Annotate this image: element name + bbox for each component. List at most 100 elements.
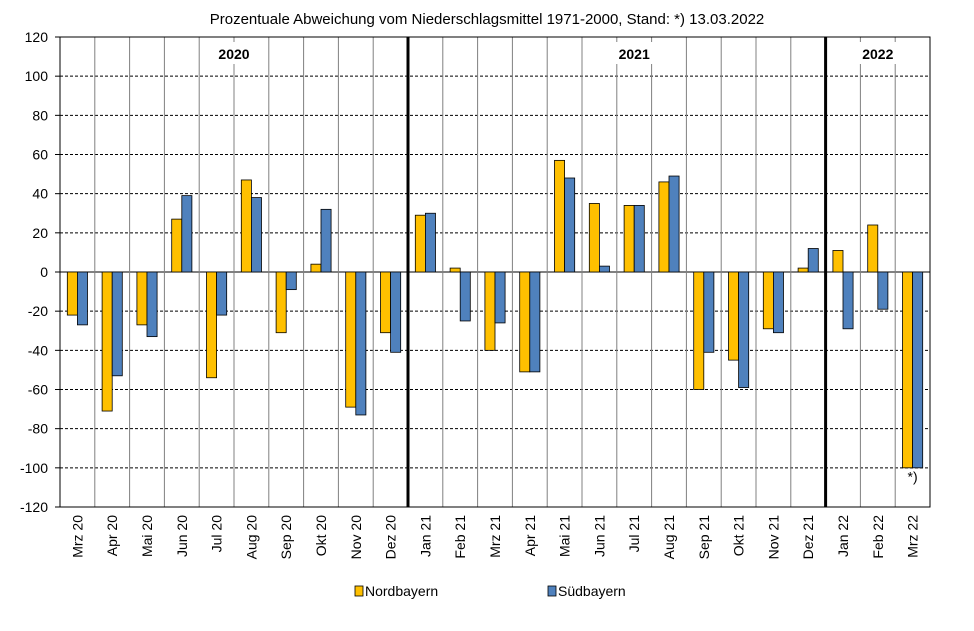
grid-lines bbox=[60, 37, 930, 507]
bar-suedbayern bbox=[703, 271, 715, 353]
bar-nordbayern bbox=[414, 214, 426, 273]
bar-nordbayern bbox=[240, 179, 252, 273]
bar-suedbayern bbox=[216, 271, 228, 316]
bar-nordbayern bbox=[484, 271, 496, 351]
x-tick-label: Jun 21 bbox=[591, 515, 607, 557]
annotations: *) bbox=[908, 469, 918, 485]
x-tick-label: Jan 21 bbox=[417, 515, 433, 557]
x-tick-label: Aug 21 bbox=[661, 515, 677, 560]
legend-label: Nordbayern bbox=[365, 583, 438, 599]
bar-nordbayern bbox=[623, 205, 635, 273]
bar-suedbayern bbox=[320, 208, 332, 273]
x-tick-label: Jul 20 bbox=[209, 515, 225, 553]
bar-nordbayern bbox=[380, 271, 391, 334]
bar-suedbayern bbox=[912, 271, 924, 469]
bar-suedbayern bbox=[390, 271, 402, 353]
bar-suedbayern bbox=[285, 271, 297, 291]
bar-suedbayern bbox=[424, 212, 436, 273]
bar-nordbayern bbox=[519, 271, 531, 373]
x-tick-label: Sep 20 bbox=[278, 515, 294, 560]
plot-frame bbox=[59, 36, 931, 508]
bar-nordbayern bbox=[310, 263, 322, 273]
bar-nordbayern bbox=[588, 203, 600, 273]
bar-suedbayern bbox=[459, 271, 471, 322]
x-tick-label: Mai 21 bbox=[557, 515, 573, 557]
x-tick-label: Dez 21 bbox=[800, 515, 816, 560]
x-tick-label: Mrz 20 bbox=[69, 515, 85, 558]
year-label: 2021 bbox=[619, 46, 650, 62]
y-tick-label: 100 bbox=[25, 68, 49, 84]
bar-nordbayern bbox=[832, 250, 844, 273]
bar-nordbayern bbox=[554, 159, 565, 273]
bar-suedbayern bbox=[599, 265, 610, 273]
x-tick-label: Dez 20 bbox=[383, 515, 399, 560]
year-label-bg bbox=[853, 42, 902, 64]
legend-label: Südbayern bbox=[558, 583, 626, 599]
x-tick-label: Mai 20 bbox=[139, 515, 155, 557]
y-tick-label: -100 bbox=[20, 460, 48, 476]
bar-suedbayern bbox=[633, 205, 645, 273]
x-tick-label: Apr 20 bbox=[104, 515, 120, 556]
x-tick-label: Sep 21 bbox=[696, 515, 712, 560]
legend-swatch bbox=[354, 585, 364, 597]
y-tick-label: -60 bbox=[28, 382, 48, 398]
annotation: *) bbox=[908, 469, 918, 485]
y-tick-label: 60 bbox=[32, 147, 48, 163]
bar-nordbayern bbox=[762, 271, 774, 330]
bar-suedbayern bbox=[355, 271, 367, 416]
bar-suedbayern bbox=[877, 271, 889, 310]
bar-suedbayern bbox=[668, 175, 680, 273]
year-label-bg bbox=[610, 42, 659, 64]
x-tick-label: Jul 21 bbox=[626, 515, 642, 553]
y-tick-label: 80 bbox=[32, 107, 48, 123]
chart-title: Prozentuale Abweichung vom Niederschlags… bbox=[210, 11, 765, 28]
bar-suedbayern bbox=[146, 271, 158, 338]
y-tick-label: -120 bbox=[20, 499, 48, 515]
x-tick-label: Okt 21 bbox=[731, 515, 747, 556]
x-tick-label: Mrz 22 bbox=[905, 515, 921, 558]
bar-nordbayern bbox=[206, 271, 217, 379]
x-tick-label: Mrz 21 bbox=[487, 515, 503, 558]
year-label-bg bbox=[210, 42, 258, 64]
y-tick-label: 40 bbox=[32, 186, 48, 202]
bar-suedbayern bbox=[738, 271, 750, 388]
x-tick-label: Feb 22 bbox=[870, 515, 886, 559]
bar-nordbayern bbox=[797, 267, 809, 273]
bar-suedbayern bbox=[773, 271, 784, 334]
y-tick-label: -40 bbox=[28, 342, 48, 358]
bar-suedbayern bbox=[181, 195, 193, 273]
year-label: 2020 bbox=[218, 46, 249, 62]
x-tick-label: Jun 20 bbox=[174, 515, 190, 557]
bar-suedbayern bbox=[529, 271, 541, 373]
bar-nordbayern bbox=[136, 271, 148, 326]
bar-suedbayern bbox=[494, 271, 506, 324]
y-tick-label: -20 bbox=[28, 303, 48, 319]
bar-nordbayern bbox=[728, 271, 739, 361]
legend-item: Südbayern bbox=[547, 583, 626, 599]
year-label: 2022 bbox=[862, 46, 893, 62]
legend-item: Nordbayern bbox=[354, 583, 438, 599]
bar-nordbayern bbox=[171, 218, 183, 273]
bar-nordbayern bbox=[658, 181, 670, 273]
bar-suedbayern bbox=[77, 271, 88, 326]
x-tick-label: Nov 20 bbox=[348, 515, 364, 560]
bar-nordbayern bbox=[101, 271, 113, 412]
bars bbox=[66, 159, 924, 469]
x-tick-label: Okt 20 bbox=[313, 515, 329, 556]
x-tick-label: Feb 21 bbox=[452, 515, 468, 559]
bar-suedbayern bbox=[111, 271, 123, 377]
bar-nordbayern bbox=[449, 267, 461, 273]
y-tick-label: 0 bbox=[40, 264, 48, 280]
bar-suedbayern bbox=[564, 177, 576, 273]
legend-swatch bbox=[547, 585, 557, 597]
x-axis-ticks: Mrz 20 Apr 20 Mai 20 Jun 20 Jul 20 Aug 20 Sep … bbox=[69, 515, 920, 560]
bar-nordbayern bbox=[902, 271, 913, 469]
bar-nordbayern bbox=[693, 271, 705, 390]
bar-nordbayern bbox=[345, 271, 357, 408]
bar-suedbayern bbox=[807, 248, 819, 273]
bar-nordbayern bbox=[867, 224, 879, 273]
bar-suedbayern bbox=[842, 271, 854, 330]
y-tick-label: 20 bbox=[32, 225, 48, 241]
y-tick-label: -80 bbox=[28, 421, 48, 437]
